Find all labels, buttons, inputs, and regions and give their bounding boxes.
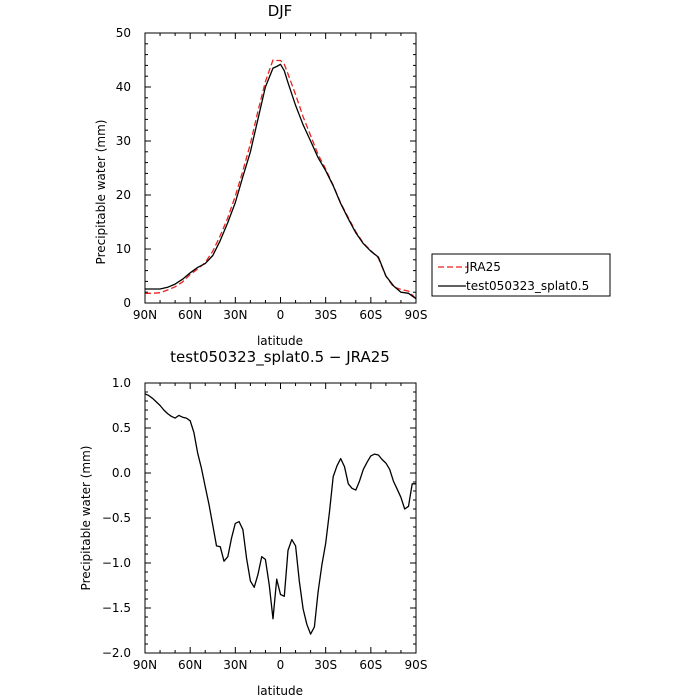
top-x-tick-label: 30N [223,308,247,322]
top-x-tick-label: 30S [314,308,337,322]
bottom-x-tick-label: 60S [359,658,382,672]
top-x-axis-label: latitude [257,334,303,348]
bottom-chart-title: test050323_splat0.5 − JRA25 [170,348,390,367]
bottom-series-line-0 [144,393,416,635]
top-x-tick-label: 60N [178,308,202,322]
bottom-x-tick-label: 90S [405,658,428,672]
top-y-tick-label: 10 [116,242,131,256]
bottom-y-tick-label: −1.0 [102,556,131,570]
legend-box [431,253,611,297]
bottom-x-axis-label: latitude [257,684,303,698]
bottom-x-tick-label: 30S [314,658,337,672]
bottom-y-tick-label: 0.5 [112,421,131,435]
top-plot-area: 90N 60N 30N 0 30S 60S 90S 0 10 20 30 40 50 [116,26,428,322]
bottom-y-tick-label: −0.5 [102,511,131,525]
bottom-y-axis-label: Precipitable water (mm) [79,446,93,591]
top-chart: DJF 90N 60N 30N 0 30S 60S 90S 0 10 20 30 40 50 latit… [94,2,427,348]
top-y-tick-label: 20 [116,188,131,202]
bottom-y-tick-label: −2.0 [102,646,131,660]
top-plot-frame [144,32,417,304]
bottom-y-tick-label: 1.0 [112,376,131,390]
top-chart-title: DJF [268,2,293,20]
top-x-tick-label: 90S [405,308,428,322]
top-y-tick-label: 40 [116,80,131,94]
bottom-plot-frame [144,382,417,654]
bottom-x-tick-label: 30N [223,658,247,672]
top-series-line-1 [145,63,417,300]
top-y-axis-label: Precipitable water (mm) [94,120,108,265]
top-y-tick-label: 50 [116,26,131,40]
legend-label-jra25: JRA25 [465,260,501,274]
bottom-chart: test050323_splat0.5 − JRA25 90N 60N 30N 0 30… [79,348,427,698]
top-y-tick-label: 30 [116,134,131,148]
top-y-tick-label: 0 [123,296,131,310]
top-x-tick-label: 0 [277,308,285,322]
bottom-y-tick-label: 0.0 [112,466,131,480]
top-x-tick-label: 60S [359,308,382,322]
legend-label-test: test050323_splat0.5 [466,279,589,293]
legend: JRA25 test050323_splat0.5 [431,253,611,297]
bottom-y-tick-label: −1.5 [102,601,131,615]
bottom-x-tick-label: 90N [133,658,157,672]
bottom-x-tick-label: 60N [178,658,202,672]
top-x-tick-label: 90N [133,308,157,322]
bottom-x-tick-label: 0 [277,658,285,672]
